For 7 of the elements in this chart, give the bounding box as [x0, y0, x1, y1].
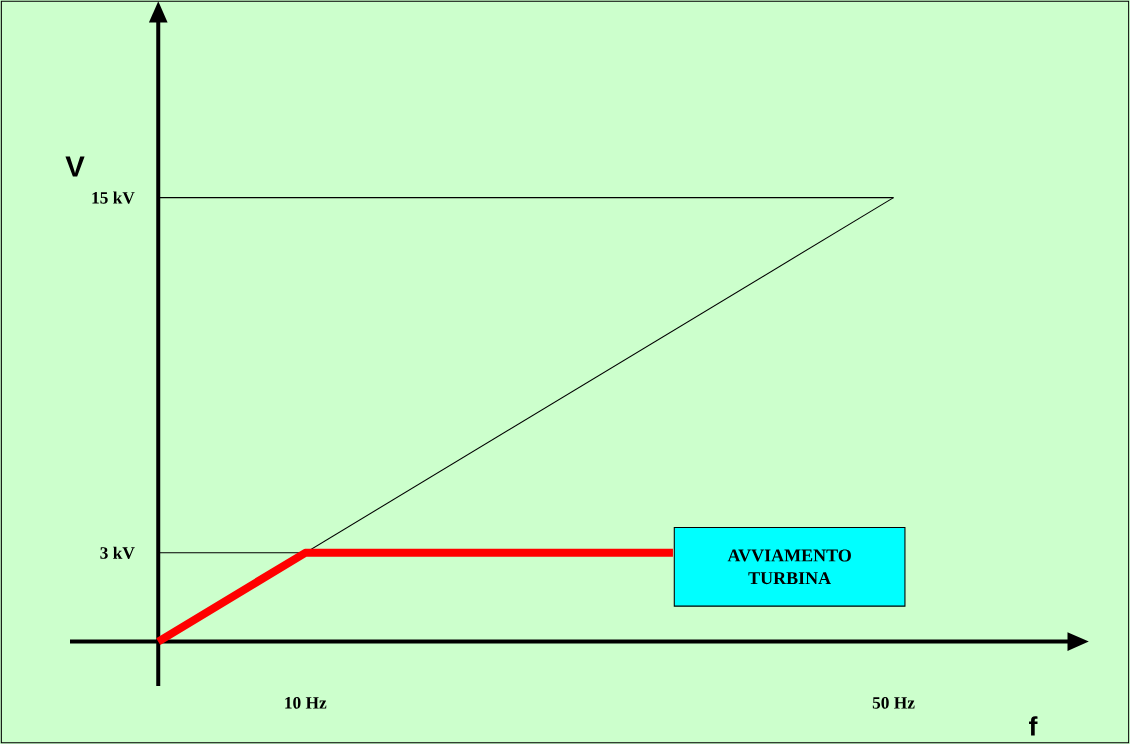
annotation: AVVIAMENTO TURBINA: [727, 549, 851, 585]
y-axis-title: V: [65, 156, 85, 177]
y-tick-label: 15 kV: [92, 191, 135, 204]
x-axis-title: f: [1029, 716, 1038, 736]
y-tick-label: 3 kV: [100, 546, 135, 559]
x-tick-label: 50 Hz: [872, 696, 915, 709]
x-tick-label: 10 Hz: [285, 696, 327, 709]
